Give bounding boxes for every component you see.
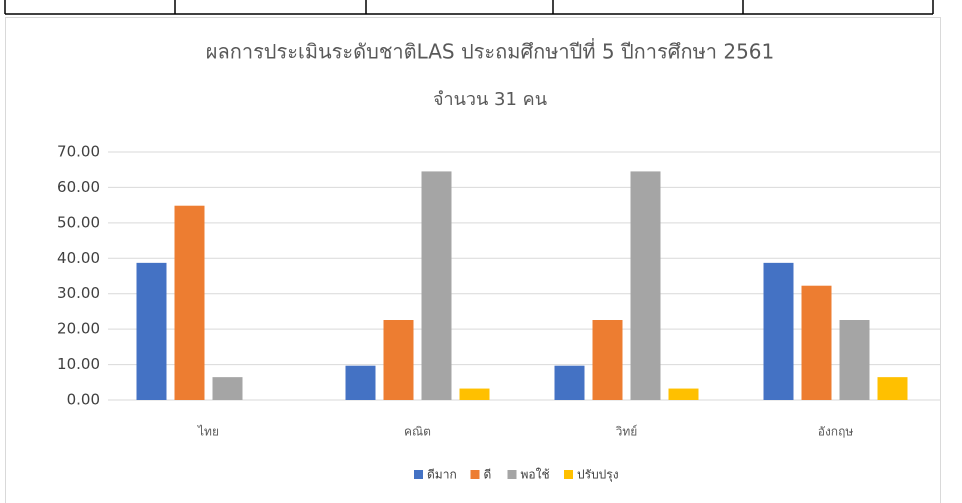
x-tick-label: อังกฤษ [818,425,854,439]
bar [174,205,205,400]
y-tick-label: 20.00 [57,320,100,338]
chart-subtitle: จำนวน 31 คน [433,89,547,110]
x-tick-label: วิทย์ [615,425,637,439]
bar [554,365,585,400]
bar [421,171,452,400]
bar [801,285,832,400]
bar [592,320,623,400]
legend-label: ดี [484,468,492,482]
bar [459,388,490,400]
legend-label: ดีมาก [427,468,457,482]
y-tick-label: 70.00 [57,143,100,161]
bar [763,262,794,400]
legend-swatch [507,470,517,479]
y-tick-label: 40.00 [57,249,100,267]
y-tick-label: 0.00 [67,391,100,409]
y-tick-label: 60.00 [57,178,100,196]
legend-swatch [414,470,423,479]
bar [383,320,414,400]
x-tick-label: คณิต [404,425,431,439]
legend-swatch [564,470,573,479]
bar [212,377,243,400]
plot: 0.00 10.00 20.00 30.00 40.00 50.00 60.00 70.00 ไ… [57,143,940,483]
y-tick-label: 10.00 [57,355,100,373]
table-row [4,0,934,15]
bar [136,262,167,400]
bar [839,320,870,400]
y-tick-label: 50.00 [57,213,100,231]
chart-title: ผลการประเมินระดับชาติLAS ประถมศึกษาปีที่… [206,38,775,64]
legend-label: ปรับปรุง [577,468,619,483]
x-tick-label: ไทย [197,425,219,439]
bar [668,388,699,400]
y-tick-label: 30.00 [57,284,100,302]
bar [345,365,376,400]
bar [630,171,661,400]
legend-swatch [470,470,480,479]
chart-frame [5,17,941,503]
bar [877,377,908,400]
legend-label: พอใช้ [521,468,550,482]
